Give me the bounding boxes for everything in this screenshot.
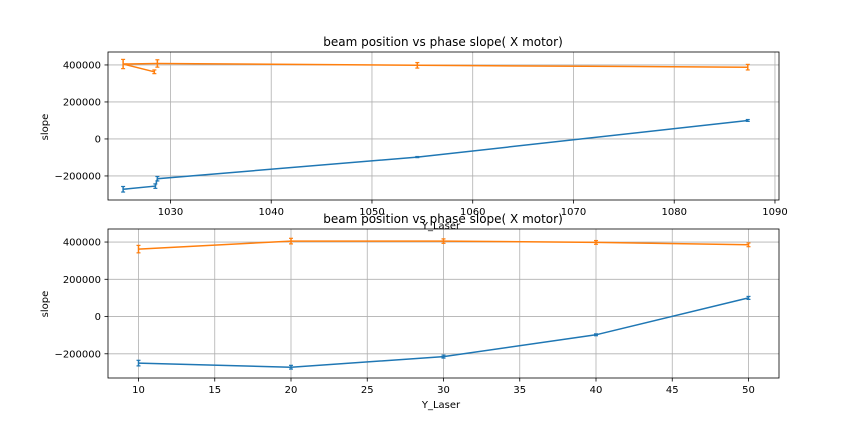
chart-top-x-tick-label: 1060 (460, 207, 485, 218)
chart-bottom-x-tick-label: 40 (590, 385, 603, 396)
chart-top-x-tick-label: 1080 (661, 207, 686, 218)
chart-top-y-tick-label: 0 (95, 134, 101, 145)
chart-top-x-tick-label: 1070 (561, 207, 586, 218)
chart-top-x-axis-label: Y_Laser (421, 221, 461, 232)
chart-bottom-x-tick-label: 30 (437, 385, 450, 396)
chart-bottom-x-tick-label: 25 (361, 385, 374, 396)
chart-bottom-title: beam position vs phase slope( X motor) (323, 212, 563, 226)
chart-top-y-tick-label: 200000 (63, 97, 101, 108)
chart-bottom-x-tick-label: 50 (742, 385, 755, 396)
chart-top-title: beam position vs phase slope( X motor) (323, 35, 563, 49)
chart-bottom-x-tick-label: 45 (666, 385, 679, 396)
chart-bottom-x-tick-label: 35 (513, 385, 526, 396)
chart-top-x-tick-label: 1090 (762, 207, 787, 218)
chart-bottom-y-axis-label: slope (40, 291, 51, 318)
chart-bottom-x-tick-label: 20 (285, 385, 298, 396)
chart-top-x-tick-label: 1030 (158, 207, 183, 218)
chart-top-y-axis-label: slope (40, 114, 51, 141)
chart-bottom-y-tick-label: 200000 (63, 275, 101, 286)
chart-bottom-y-tick-label: −200000 (54, 349, 101, 360)
chart-bottom-x-axis-label: Y_Laser (421, 400, 461, 411)
chart-top-y-tick-label: 400000 (63, 60, 101, 71)
chart-bottom-x-tick-label: 10 (132, 385, 145, 396)
chart-top: beam position vs phase slope( X motor) Y… (40, 35, 788, 232)
chart-bottom-y-tick-label: 0 (95, 312, 101, 323)
chart-bottom-y-tick-label: 400000 (63, 238, 101, 249)
chart-bottom-x-tick-label: 15 (208, 385, 221, 396)
chart-top-x-tick-label: 1040 (258, 207, 283, 218)
chart-bottom: beam position vs phase slope( X motor) Y… (40, 212, 780, 411)
chart-top-x-tick-label: 1050 (359, 207, 384, 218)
chart-top-y-tick-label: −200000 (54, 171, 101, 182)
chart-top-axes-frame (107, 51, 780, 201)
